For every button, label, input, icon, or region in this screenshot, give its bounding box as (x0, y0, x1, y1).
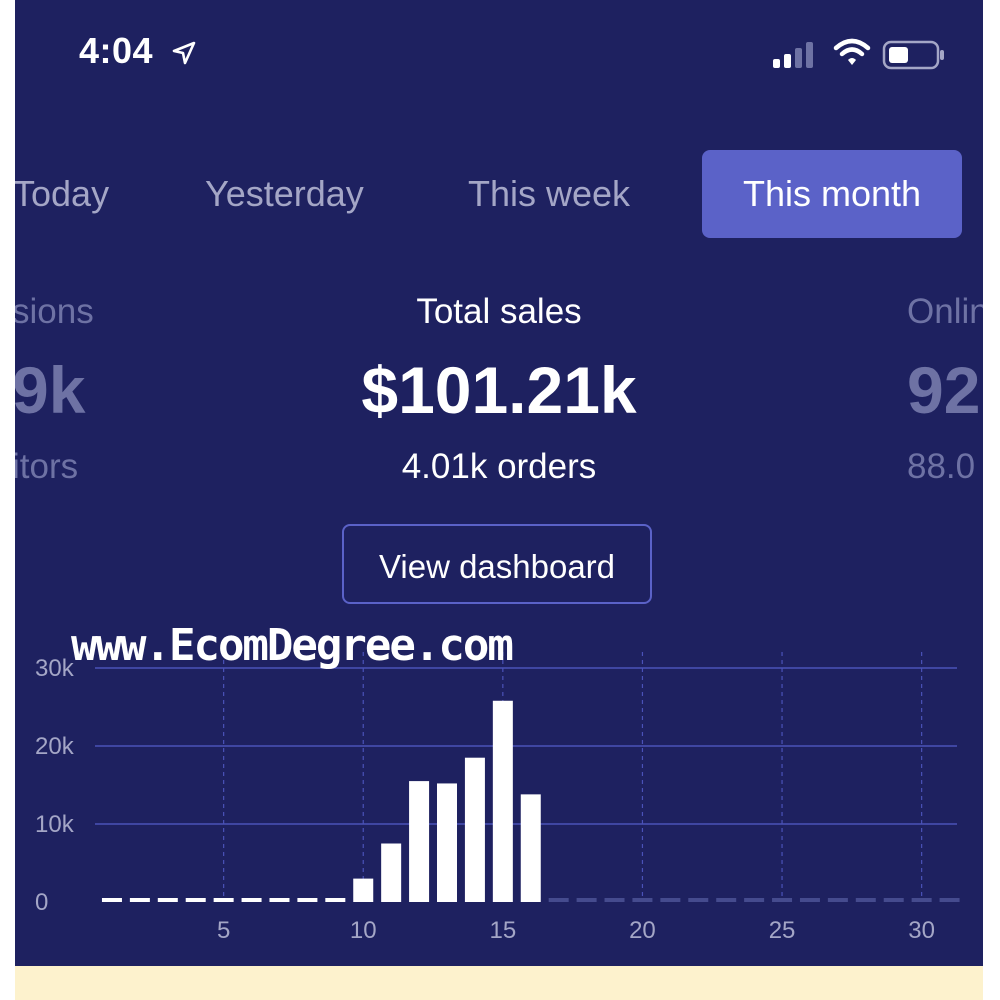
bar-day-11 (381, 843, 402, 902)
x-tick-label: 5 (217, 917, 230, 944)
battery-icon (882, 40, 944, 70)
bar-day-26 (799, 898, 820, 902)
bar-day-20 (632, 898, 653, 902)
bottom-banner (15, 966, 983, 1000)
bar-day-31 (939, 898, 960, 902)
wifi-icon (833, 38, 871, 65)
bar-day-2 (129, 898, 150, 902)
bar-day-24 (744, 898, 765, 902)
total-sales-value: $101.21k (361, 353, 637, 427)
x-tick-label: 25 (769, 917, 796, 944)
bar-day-16 (520, 794, 541, 902)
tab-yesterday[interactable]: Yesterday (205, 173, 364, 214)
total-sales-title: Total sales (416, 292, 582, 331)
watermark-text: www.EcomDegree.com (71, 620, 514, 671)
bar-day-19 (604, 898, 625, 902)
bar-day-30 (911, 898, 932, 902)
online-sub: 88.0 (907, 447, 976, 486)
y-tick-label: 10k (35, 811, 75, 838)
bar-day-4 (185, 898, 206, 902)
bar-day-14 (464, 757, 485, 902)
orders-count: 4.01k orders (401, 447, 597, 486)
online-title: Onlin (907, 292, 983, 331)
bar-day-17 (548, 898, 569, 902)
bar-day-5 (213, 898, 234, 902)
bar-day-22 (688, 898, 709, 902)
bar-day-28 (855, 898, 876, 902)
x-tick-label: 20 (629, 917, 656, 944)
cellular-signal-icon (773, 42, 813, 68)
bar-day-12 (409, 781, 430, 902)
sales-bar-chart: 0 10k 20k 30k 5 10 15 20 25 30 (35, 652, 960, 944)
y-tick-label: 0 (35, 889, 48, 916)
bar-day-29 (883, 898, 904, 902)
sessions-title: sions (15, 292, 94, 331)
bar-day-15 (492, 700, 513, 902)
bar-day-8 (297, 898, 318, 902)
y-tick-label: 20k (35, 733, 75, 760)
bar-day-13 (437, 783, 457, 902)
x-tick-label: 10 (350, 917, 377, 944)
tab-this-week[interactable]: This week (468, 173, 631, 214)
bar-day-27 (827, 898, 848, 902)
bar-day-3 (157, 898, 178, 902)
bar-day-25 (772, 898, 793, 902)
bar-day-10 (353, 878, 374, 902)
bar-day-9 (325, 898, 346, 902)
online-value: 92 (907, 353, 981, 427)
tab-today[interactable]: Today (15, 173, 110, 214)
bar-day-23 (716, 898, 737, 902)
tab-this-month[interactable]: This month (702, 150, 962, 238)
sessions-value: 9k (15, 353, 86, 427)
location-arrow-icon (172, 41, 196, 65)
y-tick-label: 30k (35, 655, 75, 682)
app-screen: 4:04 Today Yesterday This week This mont… (15, 0, 983, 966)
bar-day-1 (101, 898, 122, 902)
bar-day-6 (241, 898, 262, 902)
bar-day-18 (576, 898, 597, 902)
bar-day-7 (269, 898, 290, 902)
status-time: 4:04 (79, 30, 154, 71)
bar-day-21 (660, 898, 681, 902)
x-tick-label: 15 (489, 917, 516, 944)
sessions-sub: itors (15, 447, 79, 486)
view-dashboard-button[interactable]: View dashboard (342, 524, 652, 604)
x-tick-label: 30 (908, 917, 935, 944)
